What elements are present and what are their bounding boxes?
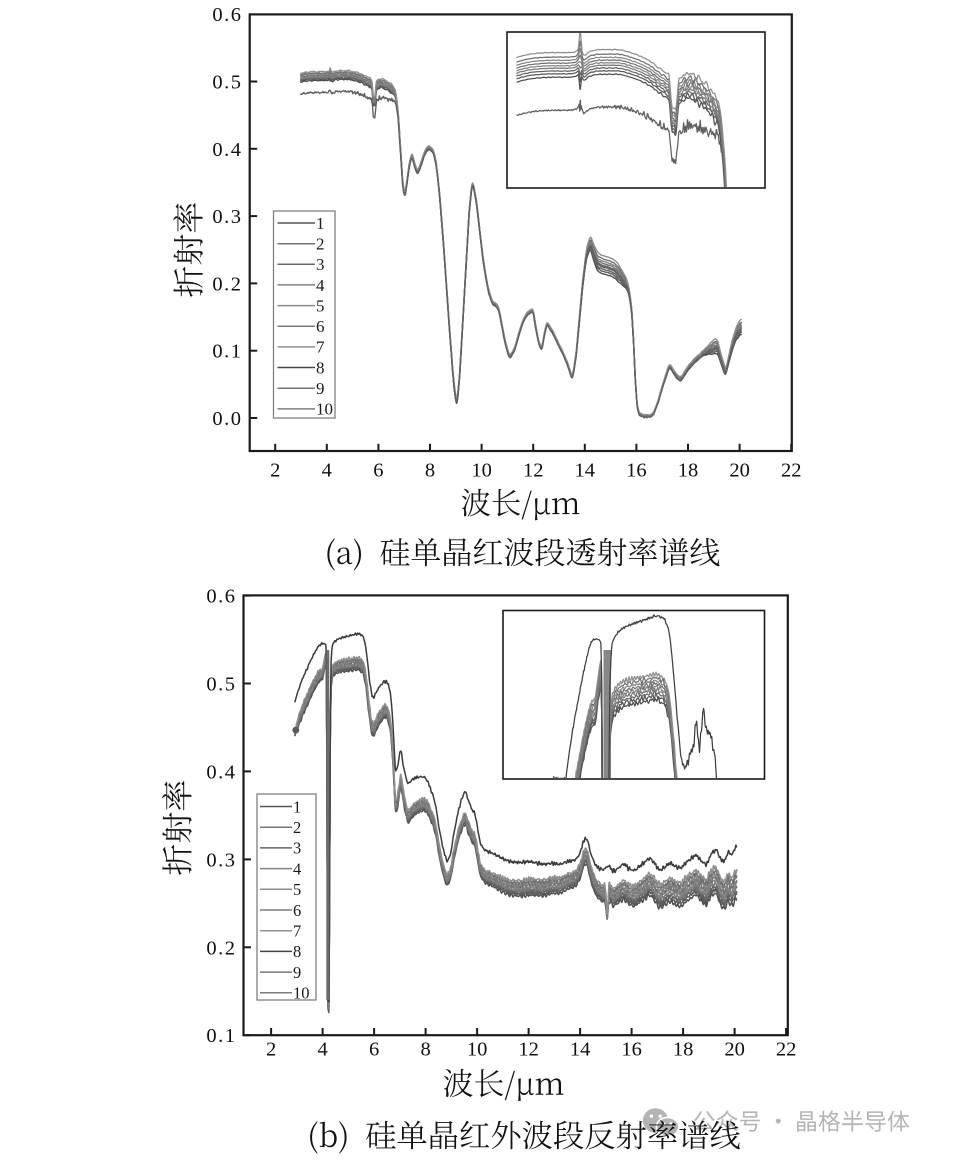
svg-text:8: 8: [420, 1039, 430, 1061]
svg-text:0.1: 0.1: [206, 1025, 236, 1047]
svg-text:18: 18: [678, 460, 699, 482]
svg-text:0.4: 0.4: [206, 761, 236, 783]
svg-text:22: 22: [776, 1039, 797, 1061]
svg-text:8: 8: [425, 460, 435, 482]
svg-text:0.3: 0.3: [212, 206, 242, 228]
svg-text:0.4: 0.4: [212, 139, 242, 161]
svg-text:16: 16: [621, 1039, 642, 1061]
svg-text:18: 18: [673, 1039, 694, 1061]
svg-text:12: 12: [523, 460, 544, 482]
svg-text:0.1: 0.1: [212, 341, 242, 363]
svg-text:4: 4: [293, 859, 301, 878]
svg-text:12: 12: [518, 1039, 539, 1061]
svg-text:8: 8: [293, 942, 301, 961]
svg-text:6: 6: [316, 317, 325, 336]
svg-text:5: 5: [293, 880, 301, 899]
svg-text:0.0: 0.0: [212, 408, 242, 430]
svg-text:4: 4: [317, 1039, 327, 1061]
svg-text:2: 2: [266, 1039, 276, 1061]
svg-text:14: 14: [575, 460, 596, 482]
svg-text:10: 10: [316, 400, 333, 419]
svg-text:4: 4: [322, 460, 332, 482]
svg-text:5: 5: [316, 296, 325, 315]
svg-text:7: 7: [316, 338, 325, 357]
svg-text:3: 3: [293, 839, 301, 858]
svg-text:9: 9: [316, 379, 325, 398]
svg-text:14: 14: [570, 1039, 591, 1061]
svg-text:0.6: 0.6: [206, 586, 236, 608]
svg-text:2: 2: [293, 818, 301, 837]
svg-text:9: 9: [293, 963, 301, 982]
svg-text:6: 6: [369, 1039, 379, 1061]
svg-text:8: 8: [316, 358, 325, 377]
svg-text:1: 1: [293, 797, 301, 816]
svg-text:0.5: 0.5: [212, 72, 242, 94]
svg-text:0.2: 0.2: [206, 937, 236, 959]
svg-text:0.6: 0.6: [212, 4, 242, 26]
svg-text:16: 16: [626, 460, 647, 482]
svg-text:1: 1: [316, 214, 325, 233]
svg-text:3: 3: [316, 255, 325, 274]
svg-text:6: 6: [293, 901, 301, 920]
svg-text:22: 22: [781, 460, 802, 482]
svg-text:10: 10: [293, 984, 310, 1003]
svg-text:20: 20: [724, 1039, 745, 1061]
svg-text:10: 10: [471, 460, 492, 482]
svg-text:20: 20: [729, 460, 750, 482]
svg-text:2: 2: [270, 460, 280, 482]
svg-text:0.3: 0.3: [206, 849, 236, 871]
svg-text:7: 7: [293, 922, 301, 941]
svg-text:6: 6: [373, 460, 383, 482]
svg-text:10: 10: [467, 1039, 488, 1061]
svg-text:2: 2: [316, 235, 325, 254]
svg-text:0.2: 0.2: [212, 273, 242, 295]
svg-text:0.5: 0.5: [206, 674, 236, 696]
svg-text:4: 4: [316, 276, 325, 295]
